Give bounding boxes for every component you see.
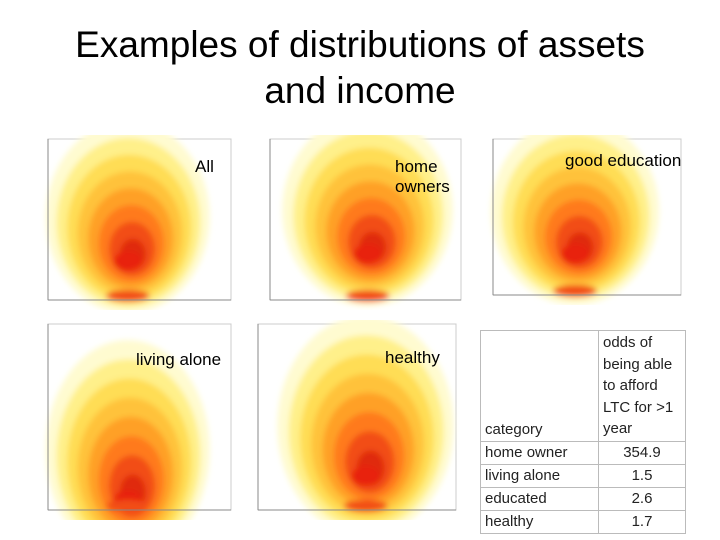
table-row: home owner 354.9 xyxy=(480,440,686,465)
contours xyxy=(45,340,210,520)
category-cell: healthy xyxy=(480,509,599,534)
panel-label: healthy xyxy=(385,348,440,367)
category-cell: living alone xyxy=(480,463,599,488)
heatmap-panel: living alone xyxy=(40,320,235,520)
hotspot xyxy=(343,500,388,512)
slide-title: Examples of distributions of assets and … xyxy=(75,24,645,111)
heatmap-panel: home owners xyxy=(262,135,465,310)
hotspot xyxy=(353,244,382,264)
odds-table: category odds of being able to afford LT… xyxy=(480,330,686,534)
heatmap-panel: good education xyxy=(485,135,685,305)
contours xyxy=(277,320,454,520)
hotspot xyxy=(345,290,390,302)
odds-cell: 1.5 xyxy=(598,463,686,488)
heatmap xyxy=(269,135,462,307)
panel-label: good education xyxy=(565,151,682,170)
contours xyxy=(282,135,453,307)
hotspot xyxy=(113,251,142,271)
hotspot xyxy=(553,285,597,297)
category-cell: educated xyxy=(480,486,599,511)
hotspot xyxy=(351,466,380,486)
hotspot xyxy=(561,244,589,264)
heatmap xyxy=(257,320,457,520)
hotspot xyxy=(105,500,150,512)
heatmap xyxy=(491,135,682,305)
heatmap-panel: All xyxy=(40,135,235,310)
odds-cell: 1.7 xyxy=(598,509,686,534)
panel-label: home owners xyxy=(395,157,450,196)
contours xyxy=(45,135,210,310)
heatmap-panel: healthy xyxy=(250,320,460,520)
hotspot xyxy=(105,290,150,302)
panel-label: living alone xyxy=(136,350,222,369)
table-row: living alone 1.5 xyxy=(480,463,686,488)
category-cell: home owner xyxy=(480,440,599,465)
heatmap xyxy=(45,135,232,310)
table-row: healthy 1.7 xyxy=(480,509,686,534)
odds-cell: 354.9 xyxy=(598,440,686,465)
contours xyxy=(491,135,659,305)
header-cell: category xyxy=(480,330,599,442)
header-cell: odds of being able to afford LTC for >1 … xyxy=(598,330,686,442)
table-row: educated 2.6 xyxy=(480,486,686,511)
odds-cell: 2.6 xyxy=(598,486,686,511)
panel-label: All xyxy=(195,157,214,176)
heatmap xyxy=(45,323,232,520)
table-header: category odds of being able to afford LT… xyxy=(480,330,686,442)
